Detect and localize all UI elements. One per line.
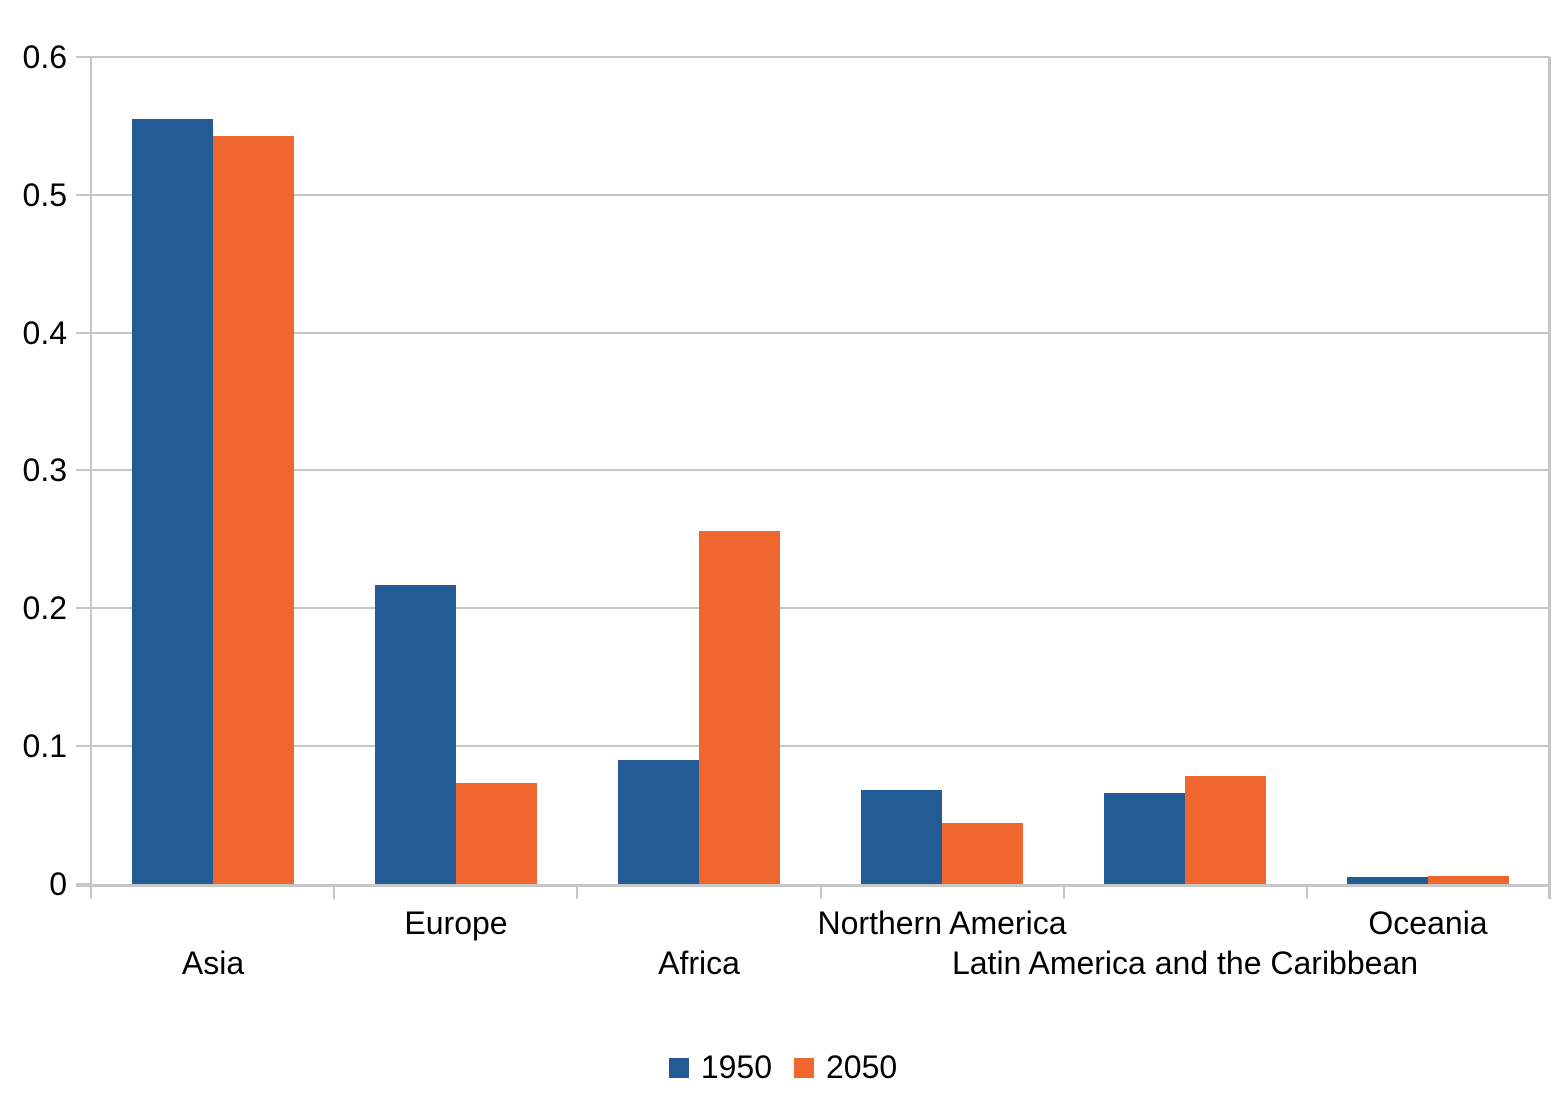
x-axis-label-africa: Africa (658, 945, 740, 981)
y-axis-tick (76, 194, 91, 196)
legend-label-1950: 1950 (700, 1049, 772, 1085)
gridline (91, 607, 1550, 609)
x-axis-tick (820, 884, 822, 899)
bar-latin-america-and-the-caribbean-2050 (1185, 776, 1266, 884)
y-axis-label: 0 (49, 866, 67, 902)
bar-asia-2050 (213, 136, 294, 884)
x-axis-label-oceania: Oceania (1368, 905, 1488, 941)
bar-northern-america-1950 (861, 790, 942, 884)
y-axis-tick (76, 745, 91, 747)
gridline (91, 332, 1550, 334)
bar-africa-2050 (699, 531, 780, 884)
bar-europe-1950 (375, 585, 456, 884)
x-axis-label-asia: Asia (181, 945, 245, 981)
y-axis-label: 0.3 (22, 452, 67, 488)
y-axis-line (90, 57, 92, 884)
y-axis-label: 0.1 (22, 728, 67, 764)
x-axis-tick (576, 884, 578, 899)
gridline (91, 745, 1550, 747)
bar-europe-2050 (456, 783, 537, 884)
legend: 1950 2050 (0, 1049, 1566, 1086)
y-axis-label: 0.5 (22, 177, 67, 213)
y-axis-label: 0.6 (22, 39, 67, 75)
legend-item-1950: 1950 (668, 1049, 772, 1086)
x-axis-label-latin-america-and-the-caribbean: Latin America and the Caribbean (951, 945, 1419, 981)
y-axis-tick (76, 469, 91, 471)
bar-africa-1950 (618, 760, 699, 884)
y-axis-label: 0.4 (22, 315, 67, 351)
x-axis-tick (333, 884, 335, 899)
legend-item-2050: 2050 (794, 1049, 897, 1086)
x-axis-label-europe: Europe (404, 905, 508, 941)
bar-oceania-1950 (1347, 877, 1428, 884)
bar-northern-america-2050 (942, 823, 1023, 884)
bar-latin-america-and-the-caribbean-1950 (1104, 793, 1185, 884)
legend-label-2050: 2050 (826, 1049, 898, 1085)
y-axis-label: 0.2 (22, 590, 67, 626)
plot-border-right (1548, 57, 1551, 899)
x-axis-tick (1063, 884, 1065, 899)
x-axis-tick (90, 884, 92, 899)
x-axis-tick (1549, 884, 1551, 899)
gridline (91, 56, 1550, 58)
x-axis-tick (1306, 884, 1308, 899)
gridline (91, 469, 1550, 471)
bar-oceania-2050 (1428, 876, 1509, 884)
y-axis-tick (76, 332, 91, 334)
legend-swatch-1950-icon (668, 1057, 689, 1078)
gridline (91, 194, 1550, 196)
x-axis-line (76, 884, 1550, 887)
x-axis-label-northern-america: Northern America (817, 905, 1067, 941)
y-axis-tick (76, 607, 91, 609)
bar-asia-1950 (132, 119, 213, 884)
y-axis-tick (76, 56, 91, 58)
legend-swatch-2050-icon (794, 1057, 814, 1078)
